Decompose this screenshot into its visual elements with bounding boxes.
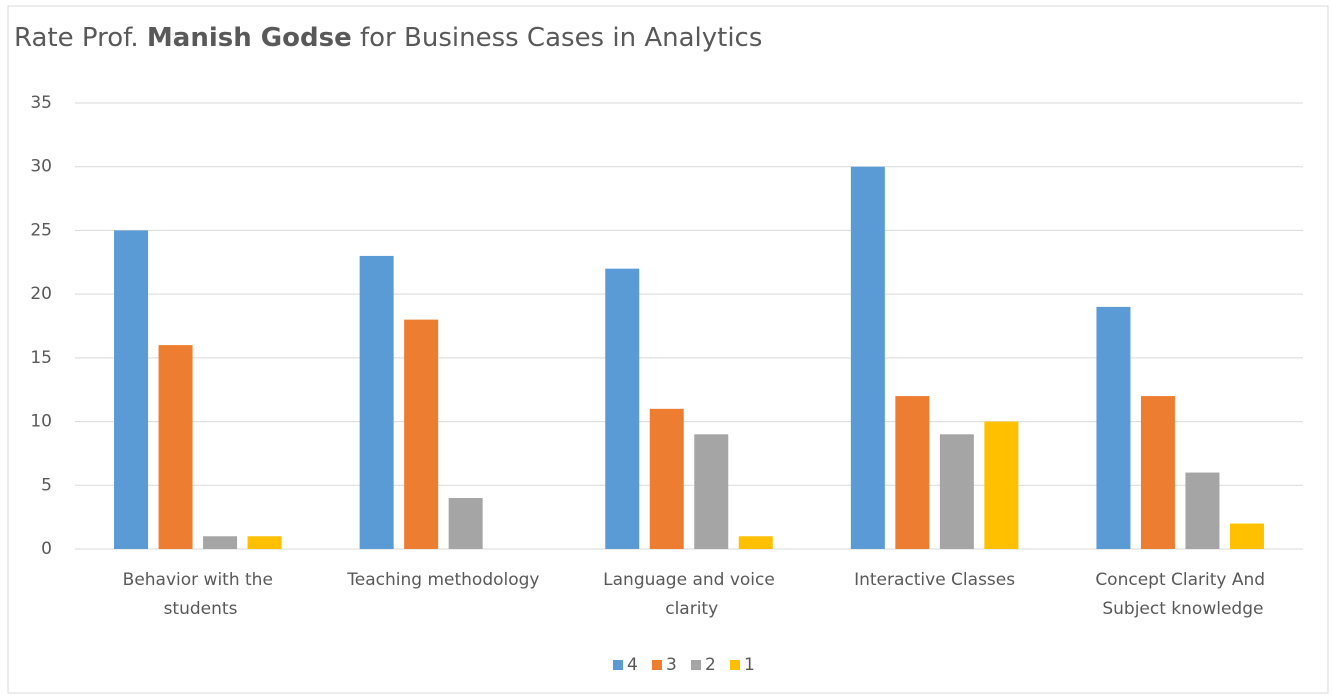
y-tick-label: 20	[30, 284, 52, 304]
legend-label: 3	[666, 655, 677, 675]
bar	[247, 536, 282, 549]
bar	[649, 408, 684, 549]
y-tick-label: 15	[30, 348, 52, 368]
bar	[605, 268, 640, 549]
bar	[850, 166, 885, 549]
y-tick-label: 0	[41, 539, 52, 559]
title-part: for Business Cases in Analytics	[352, 23, 763, 53]
legend-swatch	[613, 660, 623, 670]
legend-label: 4	[627, 655, 638, 675]
legend-swatch	[730, 660, 740, 670]
bar	[203, 536, 238, 549]
title-part: Manish Godse	[147, 23, 352, 53]
legend-swatch	[691, 660, 701, 670]
label-line: Concept Clarity And	[1095, 570, 1265, 590]
y-tick-label: 30	[30, 157, 52, 177]
label-line: clarity	[660, 599, 718, 619]
x-tick-label: Teaching methodology	[346, 570, 539, 590]
label-line: Language and voice	[603, 570, 775, 590]
bar	[114, 230, 149, 549]
label-line: Subject knowledge	[1097, 599, 1264, 619]
y-tick-label: 25	[30, 220, 52, 240]
legend-label: 1	[744, 655, 755, 675]
chart-title: Rate Prof. Manish Godse for Business Cas…	[14, 23, 762, 53]
legend-swatch	[652, 660, 662, 670]
bar	[158, 345, 193, 549]
bar	[1140, 396, 1175, 549]
bar	[1229, 523, 1264, 549]
legend-label: 2	[705, 655, 716, 675]
label-line: Behavior with the	[123, 570, 273, 590]
bar	[939, 434, 974, 549]
y-tick-label: 35	[30, 93, 52, 113]
bar	[1096, 306, 1131, 549]
bar	[895, 396, 930, 549]
bar	[694, 434, 729, 549]
x-tick-label: Interactive Classes	[854, 570, 1015, 590]
label-line: students	[158, 599, 237, 619]
bar	[404, 319, 439, 549]
bar	[984, 421, 1019, 549]
y-tick-label: 5	[41, 475, 52, 495]
title-part: Rate Prof.	[14, 23, 147, 53]
y-tick-label: 10	[30, 412, 52, 432]
x-tick-label: Behavior with the students	[123, 570, 273, 619]
bar	[359, 255, 394, 549]
bar	[1185, 472, 1220, 549]
x-tick-label: Language and voice clarity	[603, 570, 775, 619]
bar	[738, 536, 773, 549]
bar	[448, 498, 483, 549]
x-tick-label: Concept Clarity And Subject knowledge	[1095, 570, 1265, 619]
